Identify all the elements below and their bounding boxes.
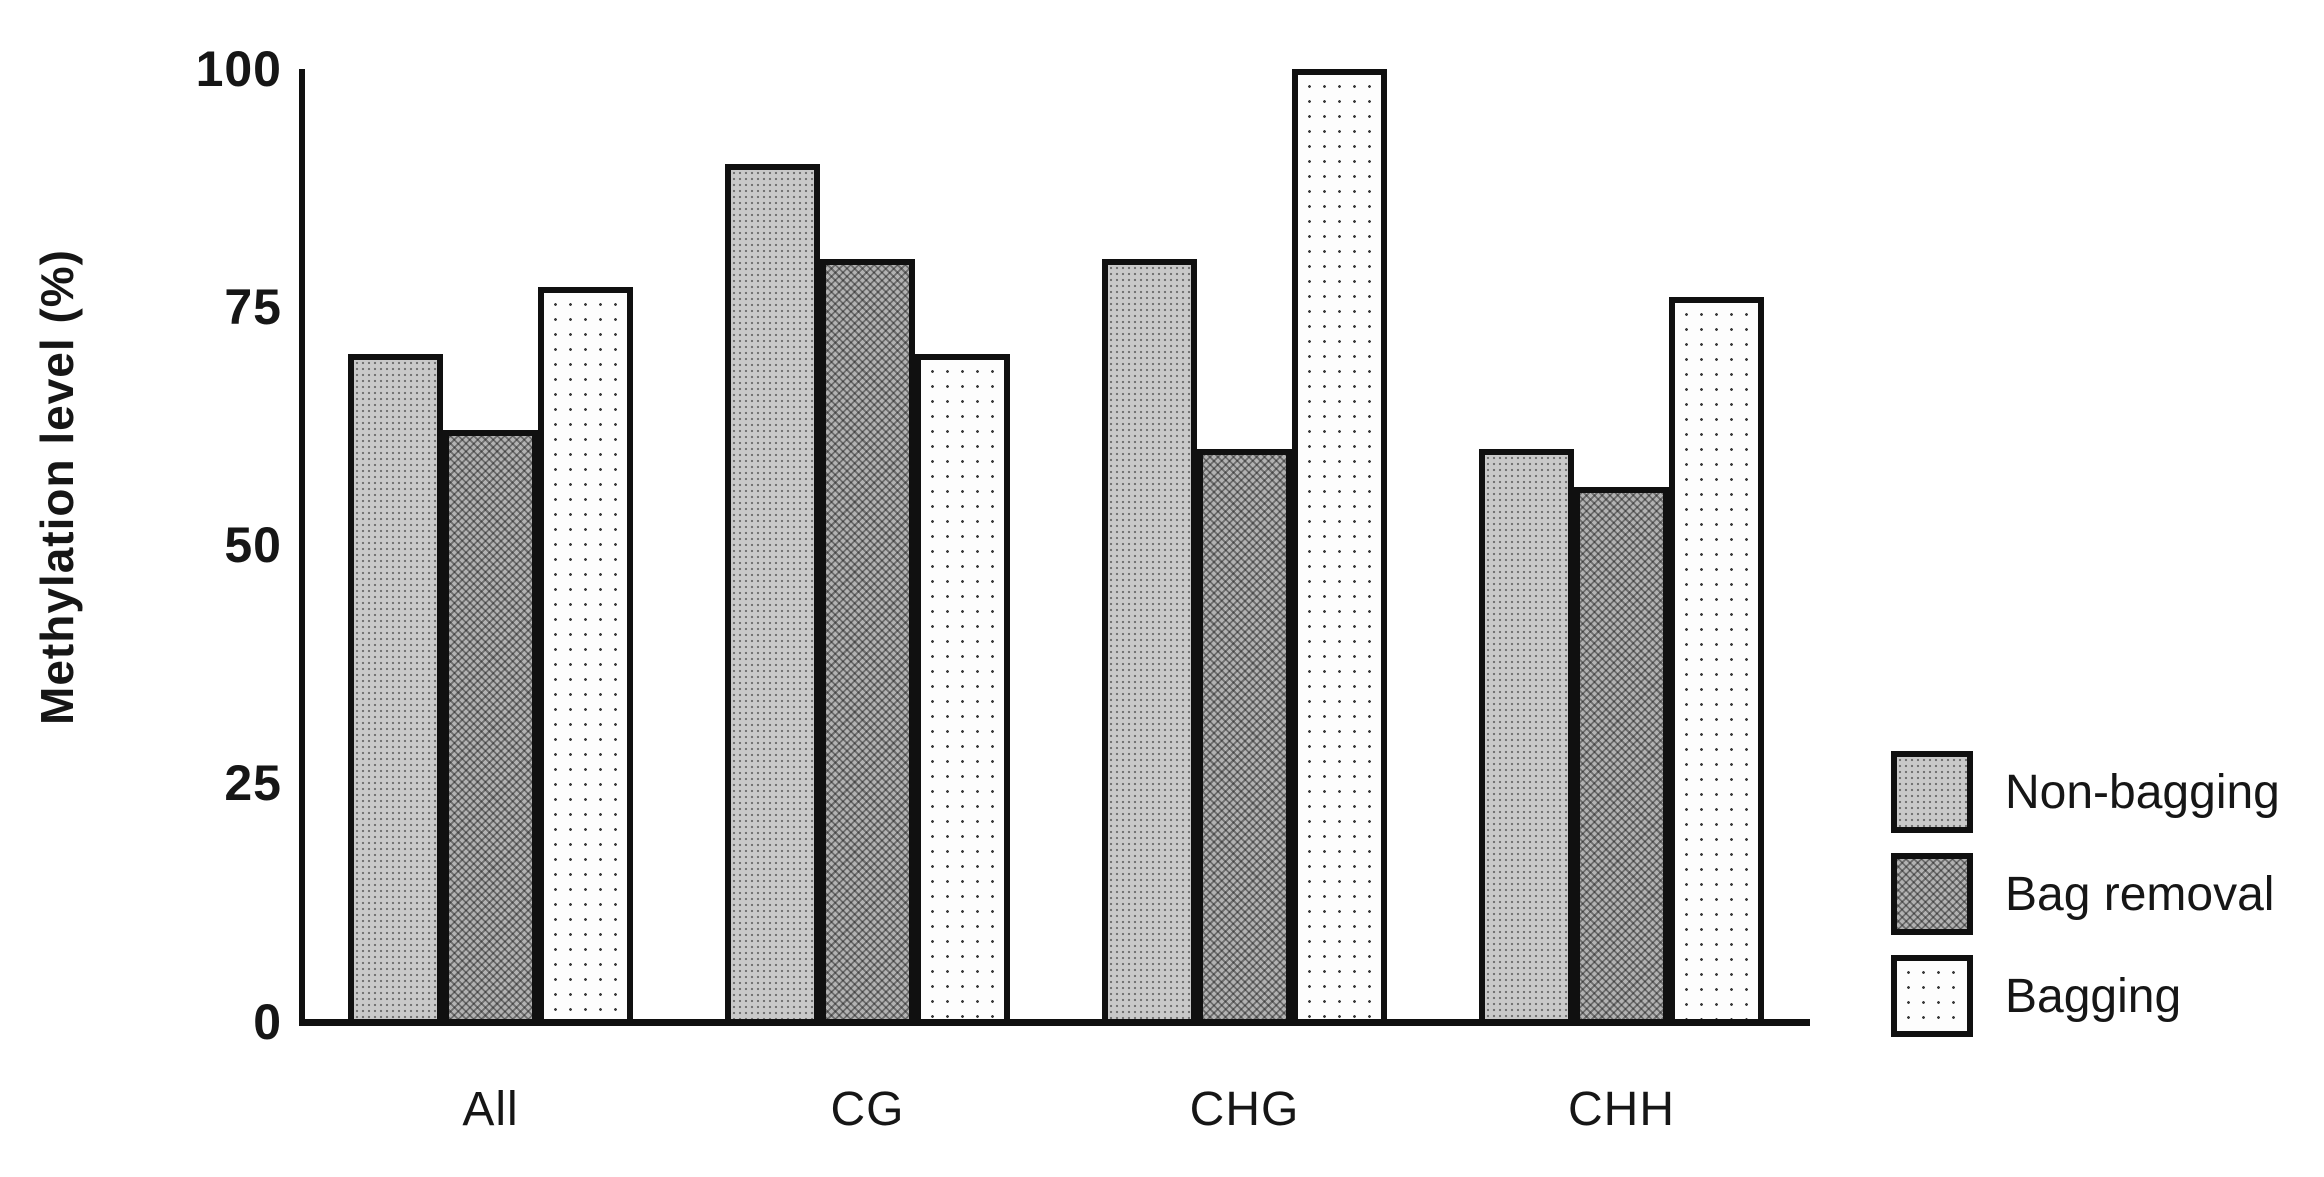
legend-item-bag-removal: Bag removal [1891, 853, 2280, 935]
bar-chg-bag-removal [1197, 449, 1292, 1019]
bar-chh-bagging [1669, 297, 1764, 1019]
bar-chg-non-bagging [1102, 259, 1197, 1019]
legend-swatch-non-bagging [1891, 751, 1973, 833]
legend-label-bagging: Bagging [2005, 969, 2182, 1023]
x-tick-label-chg: CHG [1189, 1083, 1300, 1136]
bar-all-bag-removal [443, 430, 538, 1019]
legend-swatch-bagging [1891, 955, 1973, 1037]
y-tick-label-25: 25 [224, 755, 282, 812]
legend-swatch-bag-removal [1891, 853, 1973, 935]
x-tick-label-cg: CG [830, 1083, 905, 1136]
legend-label-non-bagging: Non-bagging [2005, 765, 2280, 819]
plot-area [299, 69, 1810, 1026]
bar-all-bagging [538, 287, 633, 1019]
bar-all-non-bagging [348, 354, 443, 1019]
bar-chh-non-bagging [1479, 449, 1574, 1019]
bar-cg-bagging [915, 354, 1010, 1019]
bar-cg-bag-removal [820, 259, 915, 1019]
y-tick-label-50: 50 [224, 516, 282, 573]
bar-chg-bagging [1292, 69, 1387, 1019]
y-tick-label-0: 0 [253, 993, 282, 1050]
bar-chh-bag-removal [1574, 487, 1669, 1019]
legend: Non-bagging Bag removal Bagging [1891, 751, 2280, 1037]
x-tick-label-chh: CHH [1568, 1083, 1675, 1136]
y-tick-label-75: 75 [224, 278, 282, 335]
bar-cg-non-bagging [725, 164, 820, 1019]
legend-label-bag-removal: Bag removal [2005, 867, 2275, 921]
legend-item-bagging: Bagging [1891, 955, 2280, 1037]
x-tick-label-all: All [462, 1083, 519, 1136]
y-tick-label-100: 100 [195, 40, 282, 97]
legend-item-non-bagging: Non-bagging [1891, 751, 2280, 833]
